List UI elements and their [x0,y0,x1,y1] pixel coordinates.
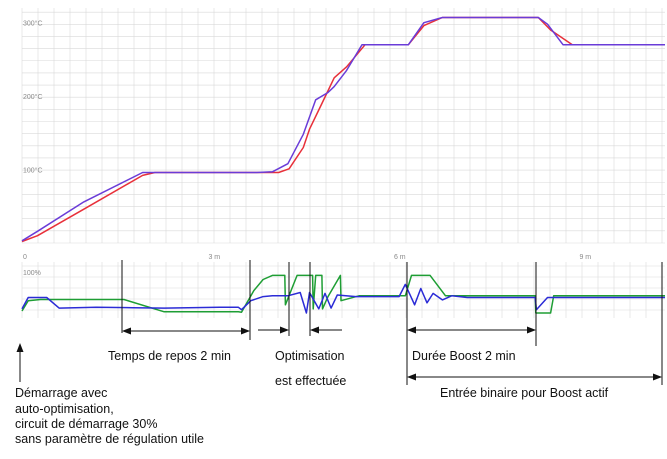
y-tick-label: 100% [23,270,41,277]
tick-labels: 300°C 200°C 100°C 100% 0 3 m 6 m 9 m [23,20,591,277]
output-grid [21,262,665,318]
rest-arrowhead-left [122,327,131,335]
rest-arrowhead-right [241,327,250,335]
binary-input-arrowhead-left [407,373,416,381]
y-tick-label: 100°C [23,167,43,175]
temperature-grid [21,8,665,244]
x-tick-label: 6 m [394,254,406,261]
start-note-line4: sans paramètre de régulation utile [15,432,204,446]
x-tick-label: 3 m [208,254,220,261]
binary-input-arrowhead-right [653,373,662,381]
x-tick-label: 0 [23,254,27,261]
start-note-line3: circuit de démarrage 30% [15,417,157,431]
boost-arrowhead-left [407,326,416,334]
optimisation-label-line1: Optimisation [275,349,345,363]
optimisation-label-line2: est effectuée [275,374,346,388]
rest-time-label: Temps de repos 2 min [108,349,231,363]
y-tick-label: 200°C [23,93,43,101]
temperature-series-red [21,16,665,243]
start-note-line1: Démarrage avec [15,386,107,400]
annotation-markers [16,260,663,385]
boost-duration-label: Durée Boost 2 min [412,349,516,363]
output-series-blue [21,283,665,314]
series-lines [21,16,665,314]
optimisation-arrowhead-right [280,326,289,334]
optimisation-arrowhead-left [310,326,319,334]
y-tick-label: 300°C [23,20,43,28]
boost-arrowhead-right [527,326,536,334]
output-series-green [21,274,665,314]
boost-binary-input-label: Entrée binaire pour Boost actif [440,386,609,400]
start-pointer-arrowhead [16,343,24,352]
start-note-line2: auto-optimisation, [15,402,114,416]
temperature-series-purple [21,16,665,242]
x-tick-label: 9 m [579,254,591,261]
